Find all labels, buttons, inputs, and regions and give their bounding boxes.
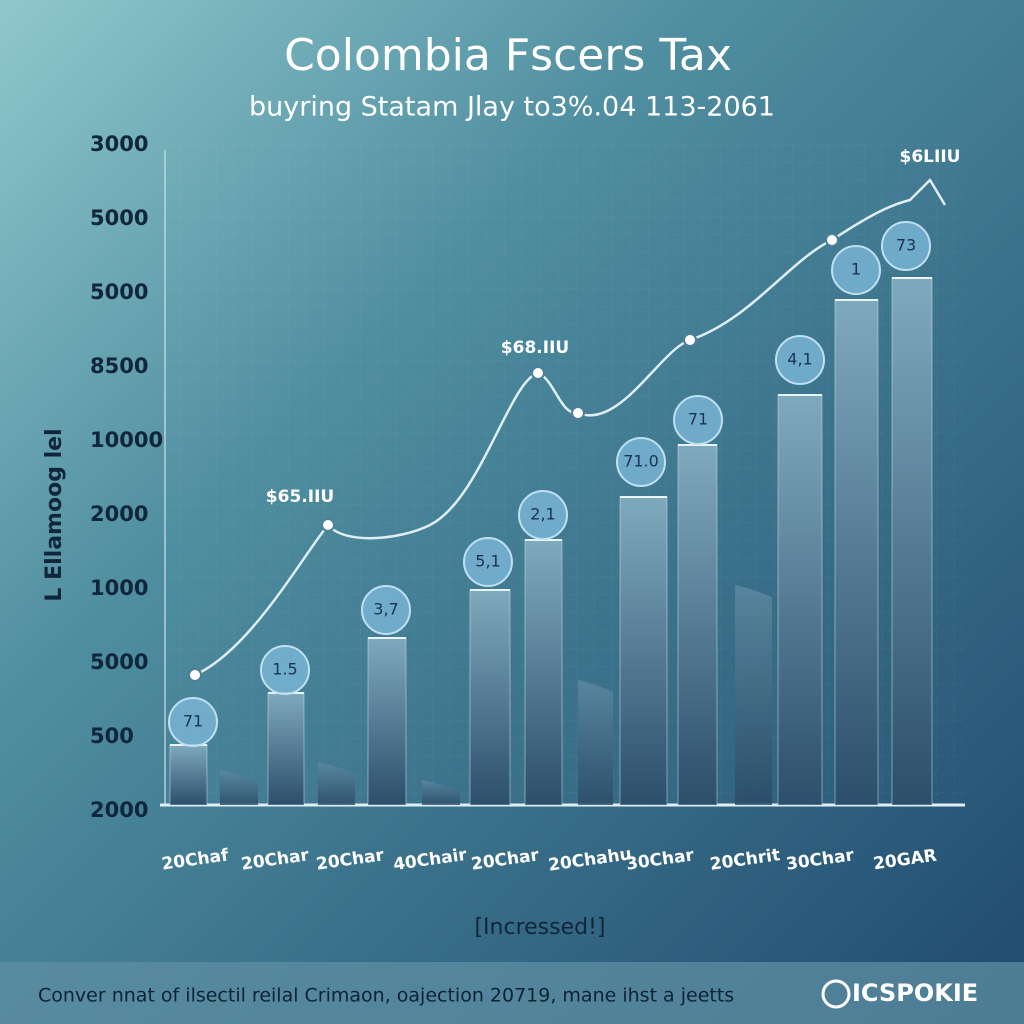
trend-point	[683, 333, 697, 347]
background-bar	[318, 762, 355, 805]
line-label: $68.IIU	[501, 338, 569, 358]
bar-label: 71	[688, 410, 708, 429]
trend-point	[825, 233, 839, 247]
chart-title: Colombia Fscers Tax	[284, 30, 732, 81]
bar	[834, 299, 879, 806]
label-bubble	[831, 245, 881, 295]
y-axis-title: L Ellamoog lel	[42, 428, 67, 601]
bar	[677, 444, 718, 806]
y-axis-label: 5000	[90, 206, 148, 230]
y-axis-label: 5000	[90, 280, 148, 304]
bar	[267, 692, 305, 806]
background-bar	[220, 770, 258, 805]
y-axis-label: 3000	[90, 132, 148, 156]
y-axis-label: 8500	[90, 354, 148, 378]
bar	[169, 744, 208, 806]
label-bubble	[518, 490, 568, 540]
y-axis-label: 10000	[90, 428, 163, 452]
footer-band	[0, 962, 1024, 1024]
label-bubble	[168, 697, 218, 747]
bar	[524, 539, 563, 806]
bar-label: 1.5	[272, 660, 297, 679]
trend-point	[188, 668, 202, 682]
y-axis-label: 5000	[90, 650, 148, 674]
y-axis-label: 500	[90, 724, 134, 748]
label-bubble	[616, 437, 666, 487]
y-axis-label: 2000	[90, 798, 148, 822]
line-label: $6LIIU	[900, 147, 961, 167]
bar	[619, 496, 668, 806]
background-bar	[735, 585, 772, 805]
label-bubble	[775, 335, 825, 385]
bar-label: 2,1	[530, 505, 555, 524]
bar-label: 3,7	[373, 600, 398, 619]
trend-point	[571, 406, 585, 420]
label-bubble	[673, 395, 723, 445]
label-bubble	[361, 585, 411, 635]
trend-point	[321, 518, 335, 532]
bar-label: 5,1	[475, 552, 500, 571]
line-label: $65.IIU	[266, 487, 334, 507]
chart-subtitle: buyring Statam Jlay to3%.04 113-2061	[249, 92, 775, 123]
background-bar	[578, 680, 613, 805]
bar-label: 71.0	[623, 452, 659, 471]
footer-text: Conver nnat of ilsectil reilal Crimaon, …	[38, 985, 734, 1007]
y-axis-label: 1000	[90, 576, 148, 600]
logo-icon	[821, 979, 851, 1009]
logo: ICSPOKIE	[852, 979, 978, 1007]
bar	[777, 394, 823, 806]
y-axis-label: 2000	[90, 502, 148, 526]
bar-label: 4,1	[787, 350, 812, 369]
background-bar	[422, 780, 460, 805]
bar	[469, 589, 511, 806]
label-bubble	[881, 221, 931, 271]
bar	[367, 637, 407, 806]
label-bubble	[260, 645, 310, 695]
bar-label: 1	[851, 260, 861, 279]
bar-label: 73	[896, 236, 916, 255]
x-axis-title: [Incressed!]	[474, 915, 605, 940]
trend-point	[531, 366, 545, 380]
bar	[891, 277, 933, 806]
bar-label: 71	[183, 712, 203, 731]
label-bubble	[463, 537, 513, 587]
